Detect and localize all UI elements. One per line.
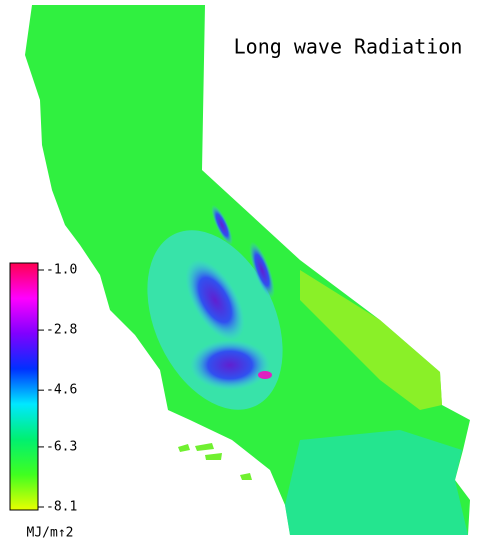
- sierra-low-values: [249, 241, 275, 299]
- island: [178, 444, 190, 452]
- colorbar-unit: MJ/m↑2: [27, 526, 74, 541]
- valley-low-values: [190, 340, 270, 390]
- colorbar-tick-label: -2.8: [46, 323, 77, 338]
- south-cyan-zone: [285, 430, 468, 535]
- california-map: [25, 5, 470, 535]
- hot-spot: [258, 371, 272, 379]
- island: [195, 443, 214, 451]
- map-title: Long wave Radiation: [234, 35, 463, 59]
- colorbar-tick-label: -4.6: [46, 383, 77, 398]
- colorbar-tick-label: -8.1: [46, 500, 77, 515]
- colorbar-ramp: [9, 262, 39, 511]
- colorbar-tick-label: -6.3: [46, 439, 77, 454]
- valley-low-values: [185, 259, 245, 341]
- colorbar-tick-label: -1.0: [46, 263, 77, 278]
- island: [240, 473, 252, 480]
- sierra-low-values: [211, 204, 233, 246]
- island: [205, 453, 222, 460]
- colorbar: MJ/m↑2 -1.0 -2.8 -4.6 -6.3 -8.1: [9, 262, 77, 541]
- southeast-yellow-zone: [300, 270, 442, 410]
